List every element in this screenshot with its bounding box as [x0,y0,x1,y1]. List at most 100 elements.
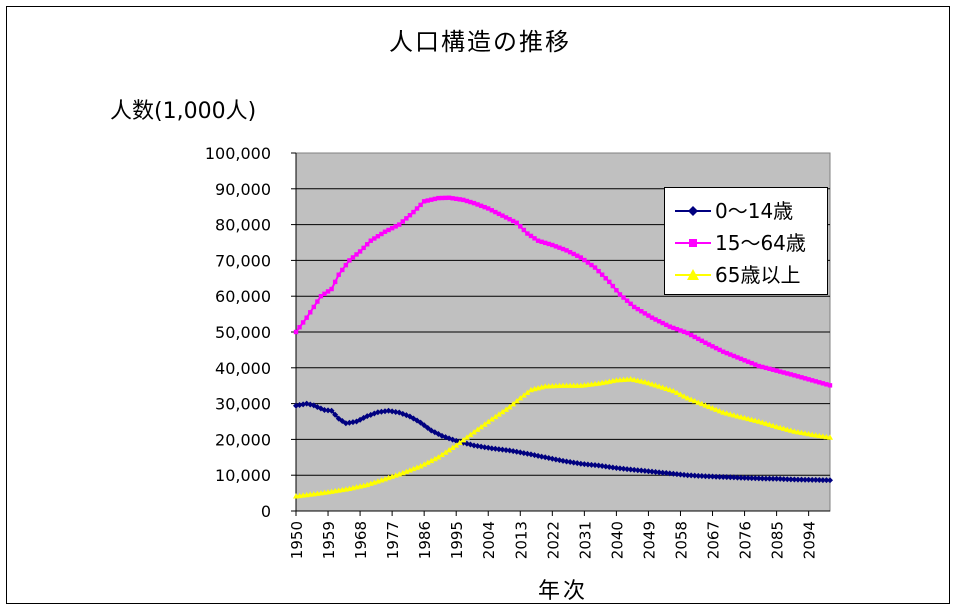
data-point-0 [673,471,680,478]
data-point-2 [748,416,755,422]
data-point-2 [456,439,463,446]
data-point-1 [721,349,726,354]
data-point-2 [684,395,691,401]
data-point-1 [703,340,708,345]
data-point-2 [816,432,823,439]
data-point-2 [631,376,638,383]
data-point-2 [752,417,759,423]
legend: 0～14歳 15～64歳 65歳以上 [664,187,828,295]
data-point-0 [688,472,695,479]
x-tick-label: 2013 [512,521,530,559]
data-point-0 [823,477,830,484]
data-point-2 [638,378,645,384]
data-point-1 [603,276,608,281]
data-point-0 [613,465,620,472]
data-point-2 [645,379,652,386]
data-point-1 [749,360,754,366]
data-point-1 [489,208,494,213]
data-point-2 [471,429,477,435]
y-tick-label: 100,000 [205,144,271,163]
data-point-1 [582,257,587,263]
data-point-1 [575,253,580,258]
data-point-1 [550,242,555,248]
data-point-0 [620,465,627,472]
data-point-0 [720,473,727,480]
data-point-0 [784,476,791,483]
data-point-0 [609,464,616,471]
data-point-1 [347,258,352,263]
data-point-2 [460,436,467,443]
data-point-1 [400,219,405,224]
data-point-2 [641,378,648,385]
x-tick-label: 2040 [608,521,626,559]
data-point-1 [332,279,338,285]
data-point-2 [698,400,705,407]
data-point-1 [539,239,544,244]
data-point-0 [670,470,677,477]
data-point-2 [652,382,659,388]
data-point-0 [812,476,819,483]
data-point-1 [464,198,470,204]
data-point-1 [500,213,505,218]
data-point-1 [713,345,719,351]
data-point-1 [728,352,733,357]
data-point-1 [781,370,786,375]
data-point-1 [827,383,833,388]
data-point-1 [788,372,794,377]
data-point-0 [677,471,684,478]
data-point-0 [328,407,335,414]
data-point-1 [382,229,388,234]
data-point-1 [297,325,302,330]
legend-label-0-14: 0～14歳 [715,199,794,223]
data-point-1 [624,298,630,303]
data-point-0 [624,466,631,473]
chart-title: 人口構造の推移 [389,28,571,56]
data-point-0 [641,467,648,474]
data-point-0 [663,470,670,477]
data-point-2 [688,396,695,402]
data-point-2 [727,411,734,417]
data-point-1 [564,248,569,253]
data-point-1 [514,220,519,226]
x-tick-label: 1968 [352,521,370,559]
data-point-0 [770,475,777,482]
data-point-0 [684,472,691,479]
data-point-1 [443,195,448,201]
data-point-2 [734,413,741,419]
y-tick-label: 0 [261,502,271,521]
data-point-0 [780,476,787,483]
data-point-2 [510,400,517,407]
data-point-2 [442,449,449,455]
data-point-2 [488,416,495,422]
data-point-2 [478,423,485,430]
data-point-0 [599,463,606,470]
x-tick-label: 2031 [576,521,594,559]
data-point-1 [553,244,559,249]
data-point-1 [770,367,776,372]
legend-label-15-64: 15～64歳 [715,231,806,255]
data-point-0 [421,422,428,429]
data-point-1 [510,218,516,224]
data-point-2 [791,428,798,434]
data-point-1 [475,202,480,207]
data-point-2 [691,397,698,404]
data-point-0 [805,476,812,483]
data-point-0 [616,465,623,472]
data-point-0 [734,474,741,481]
data-point-1 [407,213,413,218]
data-point-1 [486,206,491,211]
data-point-1 [532,236,537,241]
data-point-1 [300,320,306,325]
data-point-1 [368,238,373,243]
data-point-1 [560,246,566,252]
data-point-1 [753,362,758,367]
data-point-2 [446,447,453,453]
data-point-0 [759,475,766,482]
data-point-1 [599,272,605,277]
data-point-2 [517,395,524,401]
data-point-1 [635,306,640,312]
data-point-1 [639,309,644,314]
data-point-1 [742,358,747,363]
data-point-0 [595,462,602,469]
